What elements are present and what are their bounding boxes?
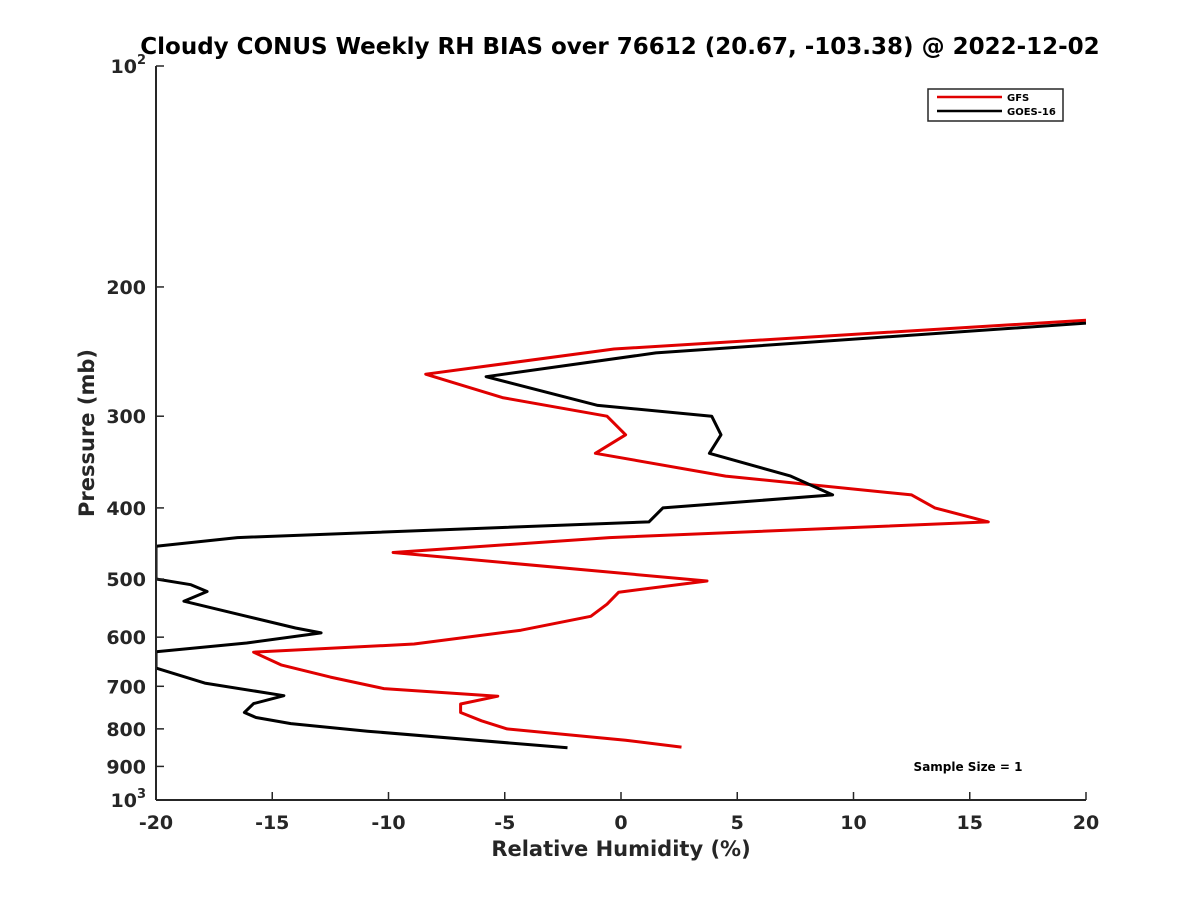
chart-title: Cloudy CONUS Weekly RH BIAS over 76612 (… [140, 34, 1099, 60]
y-tick-label: 200 [106, 277, 146, 299]
x-tick-label: 15 [957, 812, 983, 834]
y-tick-label: 300 [106, 406, 146, 428]
y-tick-label: 900 [106, 756, 146, 778]
y-ticks: 102 200 300 400 500 600 700 800 900 103 [106, 53, 164, 812]
x-tick-label: 10 [840, 812, 866, 834]
series-line-gfs [252, 318, 1086, 749]
series-line-goes16 [156, 321, 1086, 750]
y-tick-exponent: 2 [137, 53, 146, 68]
legend-box [927, 88, 1064, 122]
y-tick-label: 600 [106, 627, 146, 649]
x-tick-label: -10 [371, 812, 405, 834]
sample-size-annotation: Sample Size = 1 [914, 760, 1023, 774]
y-axis-label: Pressure (mb) [75, 349, 99, 517]
x-ticks: -20 -15 -10 -5 0 5 10 15 20 [139, 792, 1099, 834]
x-tick-label: 5 [731, 812, 744, 834]
y-tick-label: 102 [111, 53, 147, 78]
axes [155, 66, 1086, 801]
y-tick-exponent: 3 [137, 787, 146, 802]
x-tick-label: -5 [494, 812, 515, 834]
x-tick-label: -15 [255, 812, 289, 834]
y-tick-label: 400 [106, 498, 146, 520]
legend: GFS GOES-16 [927, 88, 1064, 122]
legend-label-goes16: GOES-16 [1007, 107, 1056, 118]
y-tick-label: 700 [106, 676, 146, 698]
plot-lines [156, 318, 1086, 750]
x-axis-label: Relative Humidity (%) [491, 837, 750, 861]
y-tick-label: 103 [111, 787, 147, 812]
x-tick-label: 0 [614, 812, 627, 834]
y-tick-label: 800 [106, 719, 146, 741]
x-tick-label: -20 [139, 812, 173, 834]
x-tick-label: 20 [1073, 812, 1099, 834]
y-tick-label: 500 [106, 569, 146, 591]
legend-label-gfs: GFS [1007, 93, 1029, 104]
